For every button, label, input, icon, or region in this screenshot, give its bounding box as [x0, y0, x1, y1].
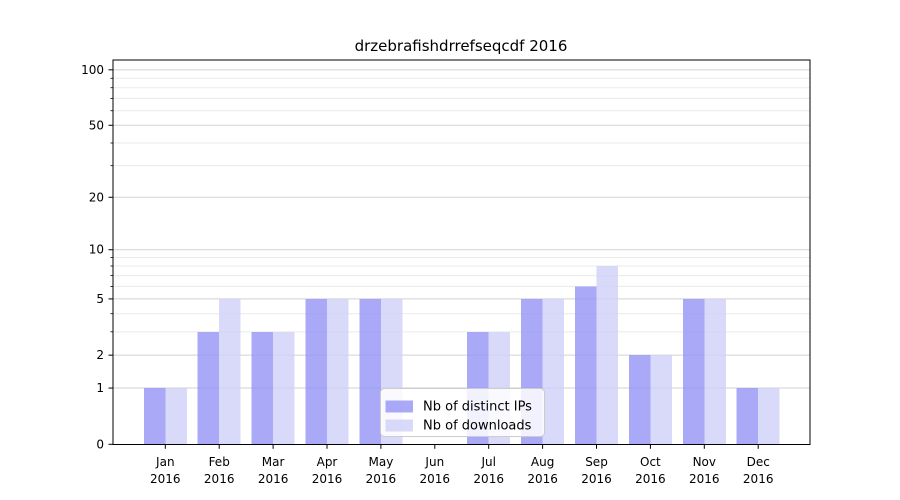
x-tick-label-year: 2016 — [420, 472, 451, 486]
y-tick-label: 1 — [96, 381, 104, 395]
x-tick-label-year: 2016 — [527, 472, 558, 486]
bar-downloads-apr — [327, 298, 349, 445]
minor-gridlines — [113, 77, 810, 333]
bar-downloads-oct — [650, 355, 672, 445]
bar-distinct-ips-feb — [197, 331, 220, 445]
x-tick-label-year: 2016 — [581, 472, 612, 486]
x-tick-label-year: 2016 — [366, 472, 397, 486]
x-axis-ticks: Jan 2016 Feb 2016 Mar 2016 Apr 2016 May 2016 Jun 20… — [150, 444, 773, 486]
x-tick-label-year: 2016 — [258, 472, 289, 486]
x-tick-label-month: Aug — [531, 455, 554, 469]
x-tick-label-year: 2016 — [743, 472, 774, 486]
x-tick-label-month: Sep — [585, 455, 608, 469]
axes-spines — [112, 59, 811, 445]
y-tick-label: 0 — [96, 437, 104, 451]
legend-label-distinct-ips: Nb of distinct IPs — [423, 400, 532, 415]
bar-downloads-jan — [165, 388, 187, 445]
legend-label-downloads: Nb of downloads — [423, 419, 532, 434]
legend: Nb of distinct IPs Nb of downloads — [380, 388, 545, 437]
y-tick-label: 10 — [89, 243, 104, 257]
x-tick-label-year: 2016 — [312, 472, 343, 486]
plot-border — [112, 59, 811, 445]
bar-distinct-ips-oct — [628, 355, 651, 445]
legend-swatch-distinct-ips — [385, 400, 413, 413]
y-tick-label: 50 — [89, 118, 104, 132]
bar-distinct-ips-jan — [143, 388, 166, 445]
bar-distinct-ips-dec — [736, 388, 759, 445]
bar-downloads-feb — [219, 298, 241, 445]
y-axis-ticks: 0 1 2 5 10 20 50 100 — [81, 63, 113, 451]
x-tick-label-year: 2016 — [473, 472, 504, 486]
x-tick-label-month: Jan — [155, 455, 175, 469]
y-tick-label: 5 — [96, 292, 104, 306]
y-tick-label: 20 — [89, 190, 104, 204]
x-tick-label-month: Nov — [693, 455, 716, 469]
bar-distinct-ips-nov — [682, 298, 705, 445]
bar-downloads-mar — [273, 331, 295, 445]
x-tick-label-month: Dec — [747, 455, 770, 469]
x-tick-label-month: Mar — [262, 455, 285, 469]
x-tick-label-month: Apr — [317, 455, 338, 469]
y-tick-label: 2 — [96, 348, 104, 362]
y-tick-label: 100 — [81, 63, 104, 77]
x-tick-label-month: May — [368, 455, 393, 469]
x-tick-label-month: Jul — [480, 455, 495, 469]
legend-swatch-downloads — [385, 419, 413, 432]
bar-downloads-nov — [704, 298, 726, 445]
x-tick-label-year: 2016 — [150, 472, 181, 486]
bar-downloads-dec — [758, 388, 780, 445]
x-tick-label-year: 2016 — [689, 472, 720, 486]
legend-box — [380, 388, 545, 437]
bar-downloads-aug — [542, 298, 565, 445]
bar-distinct-ips-may — [359, 298, 381, 445]
chart-title: drzebrafishdrrefseqcdf 2016 — [355, 37, 568, 55]
bar-distinct-ips-apr — [305, 298, 327, 445]
x-tick-label-year: 2016 — [635, 472, 666, 486]
bar-downloads-sep — [596, 266, 618, 445]
bar-distinct-ips-mar — [251, 331, 274, 445]
x-tick-label-month: Oct — [640, 455, 661, 469]
x-tick-label-month: Jun — [424, 455, 444, 469]
x-tick-label-year: 2016 — [204, 472, 235, 486]
bar-distinct-ips-sep — [575, 286, 597, 445]
x-tick-label-month: Feb — [209, 455, 230, 469]
